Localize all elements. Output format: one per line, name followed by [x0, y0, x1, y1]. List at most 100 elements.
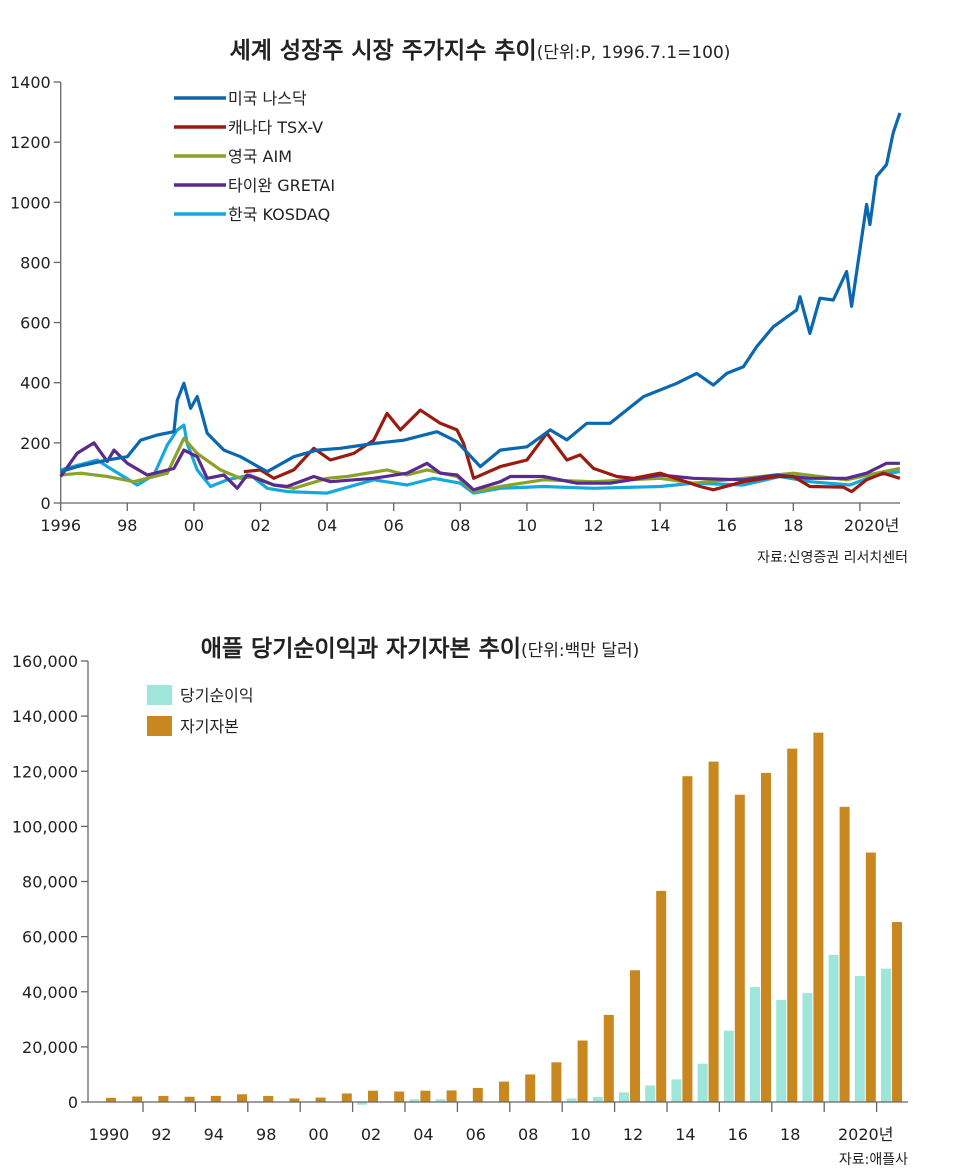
bar-net-income-2018	[828, 954, 839, 1102]
legend-label: 미국 나스닥	[228, 89, 307, 108]
x-tick-label: 2020년	[844, 516, 899, 535]
x-tick-label: 02	[250, 516, 270, 535]
x-tick-label: 06	[466, 1125, 486, 1144]
bar-equity-2010	[630, 970, 640, 1102]
x-tick-label: 18	[780, 1125, 800, 1144]
bar-equity-1998	[315, 1097, 326, 1102]
axes: 0 200 400 600 800 1000 1200 1400 1996 98 00 02 04 06 0…	[10, 73, 900, 535]
x-tick-label: 14	[650, 516, 670, 535]
bar-net-income-2015	[750, 987, 760, 1102]
y-tick-label: 1400	[10, 73, 51, 92]
bar-net-income-2002	[409, 1099, 420, 1102]
bar-equity-2016	[787, 748, 798, 1102]
legend-label: 자기자본	[180, 717, 239, 736]
y-tick-label: 1000	[10, 193, 51, 212]
legend-swatch	[147, 716, 172, 736]
bar-equity-1995	[237, 1094, 247, 1102]
legend-label: 타이완 GRETAI	[228, 176, 335, 195]
x-tick-label: 10	[570, 1125, 590, 1144]
y-tick-label: 60,000	[22, 928, 78, 947]
x-tick-label: 08	[450, 516, 470, 535]
bar-equity-2013	[708, 761, 719, 1102]
bar-net-income-2000	[357, 1102, 367, 1105]
x-tick-label: 14	[675, 1125, 695, 1144]
series-line-0	[60, 112, 902, 474]
title-text: 애플 당기순이익과 자기자본 추이	[201, 636, 521, 662]
legend-label: 당기순이익	[180, 686, 254, 705]
y-tick-label: 40,000	[22, 983, 78, 1002]
series-line-4	[60, 423, 901, 495]
bar-net-income-2019	[854, 976, 865, 1102]
bar-equity-2019	[865, 852, 876, 1102]
y-tick-label: 0	[41, 494, 51, 513]
x-tick-label: 92	[151, 1125, 171, 1144]
x-tick-label: 12	[583, 516, 603, 535]
x-tick-label: 2020년	[838, 1125, 893, 1144]
chart-title: 세계 성장주 시장 주가지수 추이(단위:P, 1996.7.1=100)	[230, 38, 731, 64]
series-lines	[59, 112, 902, 495]
line-chart: 세계 성장주 시장 주가지수 추이(단위:P, 1996.7.1=100) 02…	[10, 38, 908, 566]
bar-equity-2009	[603, 1014, 614, 1102]
bar-equity-2011	[656, 890, 667, 1102]
y-tick-label: 600	[20, 314, 51, 333]
x-tick-label: 1996	[40, 516, 81, 535]
bar-net-income-2009	[592, 1097, 603, 1102]
bar-chart: 애플 당기순이익과 자기자본 추이(단위:백만 달러) 0 20,000 40,00…	[12, 636, 908, 1168]
y-tick-label: 100,000	[12, 817, 78, 836]
x-tick-label: 00	[308, 1125, 328, 1144]
bar-equity-2014	[734, 794, 745, 1102]
series-line-3	[59, 441, 900, 492]
bar-net-income-2020	[881, 968, 891, 1102]
unit-note: (단위:P, 1996.7.1=100)	[537, 43, 731, 63]
bar-net-income-2014	[723, 1030, 734, 1102]
y-tick-label: 120,000	[12, 762, 78, 781]
bar-equity-1993	[184, 1096, 195, 1102]
x-tick-label: 00	[184, 516, 204, 535]
source-note: 자료:애플사	[839, 1152, 908, 1168]
bar-equity-2012	[682, 776, 693, 1102]
bars	[106, 732, 902, 1105]
bar-equity-2006	[525, 1074, 536, 1102]
series-line-1	[243, 408, 901, 494]
bar-equity-2020	[892, 922, 902, 1102]
bar-equity-2005	[499, 1081, 509, 1102]
bar-net-income-2010	[619, 1092, 629, 1102]
x-tick-label: 98	[117, 516, 137, 535]
bar-equity-1991	[132, 1096, 143, 1102]
x-tick-label: 16	[717, 516, 737, 535]
y-tick-label: 20,000	[22, 1038, 78, 1057]
bar-equity-2007	[551, 1062, 562, 1102]
bar-equity-2001	[394, 1091, 405, 1102]
bar-net-income-2012	[671, 1079, 682, 1102]
x-tick-label: 10	[517, 516, 537, 535]
bar-equity-2017	[813, 732, 824, 1102]
x-tick-label: 18	[783, 516, 803, 535]
axes: 0 20,000 40,000 60,000 80,000 100,000 120,000 1…	[12, 652, 908, 1144]
legend-label: 영국 AIM	[228, 147, 292, 166]
series-line-2	[60, 436, 901, 494]
unit-note: (단위:백만 달러)	[521, 641, 639, 661]
legend-swatch	[147, 685, 172, 705]
y-tick-label: 140,000	[12, 707, 78, 726]
legend-label: 한국 KOSDAQ	[228, 205, 330, 224]
x-tick-label: 98	[256, 1125, 276, 1144]
bar-net-income-2013	[697, 1063, 708, 1102]
y-tick-label: 1200	[10, 133, 51, 152]
bar-equity-2003	[446, 1090, 457, 1102]
legend-label: 캐나다 TSX-V	[228, 118, 323, 137]
bar-equity-2004	[472, 1087, 483, 1102]
bar-equity-1990	[106, 1097, 116, 1102]
y-tick-label: 800	[20, 253, 51, 272]
x-tick-label: 08	[518, 1125, 538, 1144]
x-tick-label: 04	[413, 1125, 433, 1144]
x-tick-label: 04	[317, 516, 337, 535]
y-tick-label: 160,000	[12, 652, 78, 671]
y-tick-label: 0	[68, 1093, 78, 1112]
bar-equity-2000	[368, 1090, 378, 1102]
bar-net-income-2008	[566, 1098, 577, 1102]
bar-equity-1994	[210, 1095, 221, 1102]
bar-equity-2018	[839, 806, 850, 1102]
x-tick-label: 02	[361, 1125, 381, 1144]
